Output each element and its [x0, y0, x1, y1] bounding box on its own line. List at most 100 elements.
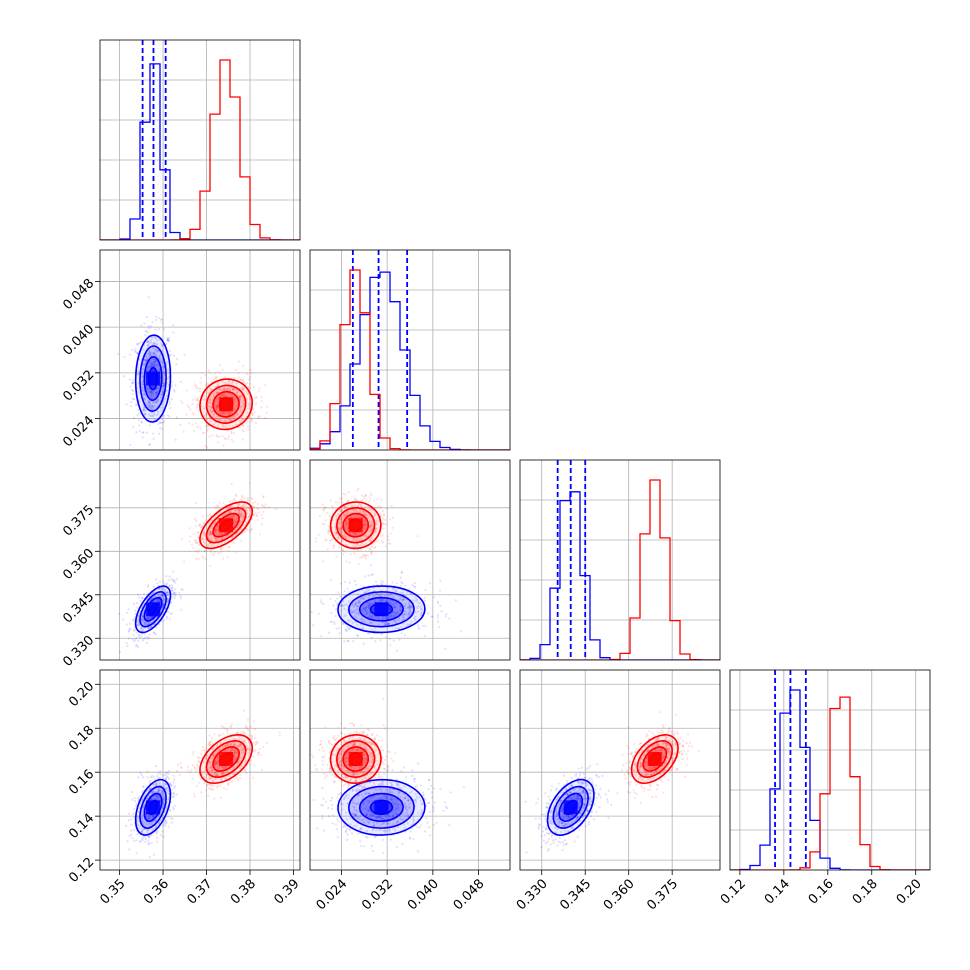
scatter-point — [220, 724, 223, 727]
scatter-point — [196, 403, 199, 406]
scatter-point — [166, 776, 169, 779]
scatter-point — [148, 391, 151, 394]
scatter-point — [123, 355, 126, 358]
scatter-point — [245, 726, 248, 729]
scatter-point — [354, 532, 357, 535]
scatter-point — [142, 408, 145, 411]
scatter-point — [191, 764, 194, 767]
scatter-point — [343, 604, 346, 607]
scatter-point — [145, 315, 148, 319]
scatter-point — [168, 808, 171, 811]
scatter-point — [141, 596, 144, 600]
scatter-point — [350, 516, 353, 519]
scatter-point — [243, 739, 246, 743]
scatter-point — [145, 431, 149, 434]
scatter-point — [345, 520, 348, 523]
scatter-point — [150, 842, 153, 845]
scatter-point — [153, 353, 156, 356]
scatter-point — [338, 632, 341, 635]
scatter-point — [408, 604, 411, 607]
scatter-point — [317, 533, 320, 536]
scatter-point — [370, 546, 373, 549]
scatter-point — [371, 536, 374, 539]
scatter-point — [233, 415, 236, 418]
scatter-point — [136, 342, 139, 346]
scatter-point — [208, 762, 211, 765]
scatter-point — [213, 402, 216, 406]
scatter-point — [165, 342, 168, 345]
scatter-point — [242, 378, 245, 381]
scatter-point — [225, 418, 228, 421]
scatter-point — [344, 522, 347, 525]
scatter-point — [143, 413, 146, 416]
scatter-point — [231, 381, 234, 384]
scatter-point — [240, 405, 243, 408]
scatter-point — [341, 516, 344, 519]
scatter-point — [213, 423, 216, 426]
scatter-point — [259, 415, 262, 418]
scatter-point — [151, 815, 154, 818]
scatter-point — [194, 386, 197, 389]
scatter-point — [335, 607, 338, 611]
scatter-point — [153, 813, 156, 817]
scatter-point — [356, 605, 359, 608]
scatter-point — [226, 386, 229, 389]
scatter-point — [162, 796, 165, 799]
scatter-point — [230, 438, 233, 441]
scatter-point — [402, 598, 405, 601]
scatter-point — [378, 598, 381, 601]
scatter-point — [171, 584, 174, 587]
scatter-point — [149, 787, 152, 790]
scatter-point — [230, 386, 233, 389]
scatter-point — [367, 604, 370, 607]
scatter-point — [249, 397, 252, 401]
scatter-point — [233, 772, 236, 775]
scatter-point — [368, 606, 371, 609]
scatter-point — [126, 644, 129, 648]
scatter-point — [349, 511, 352, 514]
scatter-point — [156, 386, 159, 389]
scatter-point — [231, 388, 234, 391]
scatter-point — [195, 541, 198, 544]
scatter-point — [358, 516, 361, 519]
scatter-point — [344, 536, 347, 539]
scatter-point — [147, 365, 150, 368]
scatter-point — [393, 614, 396, 617]
scatter-point — [137, 624, 140, 627]
scatter-point — [246, 407, 249, 410]
scatter-point — [153, 361, 156, 364]
scatter-point — [165, 822, 168, 825]
scatter-point — [163, 589, 167, 592]
scatter-point — [389, 532, 392, 535]
scatter-point — [240, 512, 243, 515]
scatter-point — [236, 505, 240, 508]
scatter-point — [154, 388, 157, 391]
scatter-point — [361, 618, 364, 621]
scatter-point — [222, 502, 225, 505]
scatter-point — [249, 402, 252, 405]
scatter-point — [152, 364, 155, 368]
scatter-point — [147, 400, 151, 403]
scatter-point — [417, 601, 420, 604]
scatter-point — [369, 539, 373, 542]
scatter-point — [217, 381, 220, 385]
scatter-point — [224, 394, 227, 397]
scatter-point — [365, 606, 368, 609]
scatter-point — [381, 617, 384, 620]
scatter-point — [375, 522, 379, 525]
scatter-point — [127, 608, 130, 611]
scatter-point — [242, 403, 245, 407]
scatter-point — [162, 383, 165, 386]
scatter-point — [232, 772, 235, 775]
scatter-point — [152, 408, 155, 411]
scatter-point — [332, 604, 335, 607]
scatter-point — [172, 795, 175, 798]
scatter-point — [426, 612, 430, 615]
scatter-point — [399, 584, 402, 587]
scatter-point — [369, 538, 372, 541]
scatter-point — [354, 539, 357, 542]
scatter-point — [203, 407, 206, 410]
scatter-point — [228, 413, 231, 416]
scatter-point — [238, 738, 241, 741]
scatter-point — [209, 388, 212, 391]
